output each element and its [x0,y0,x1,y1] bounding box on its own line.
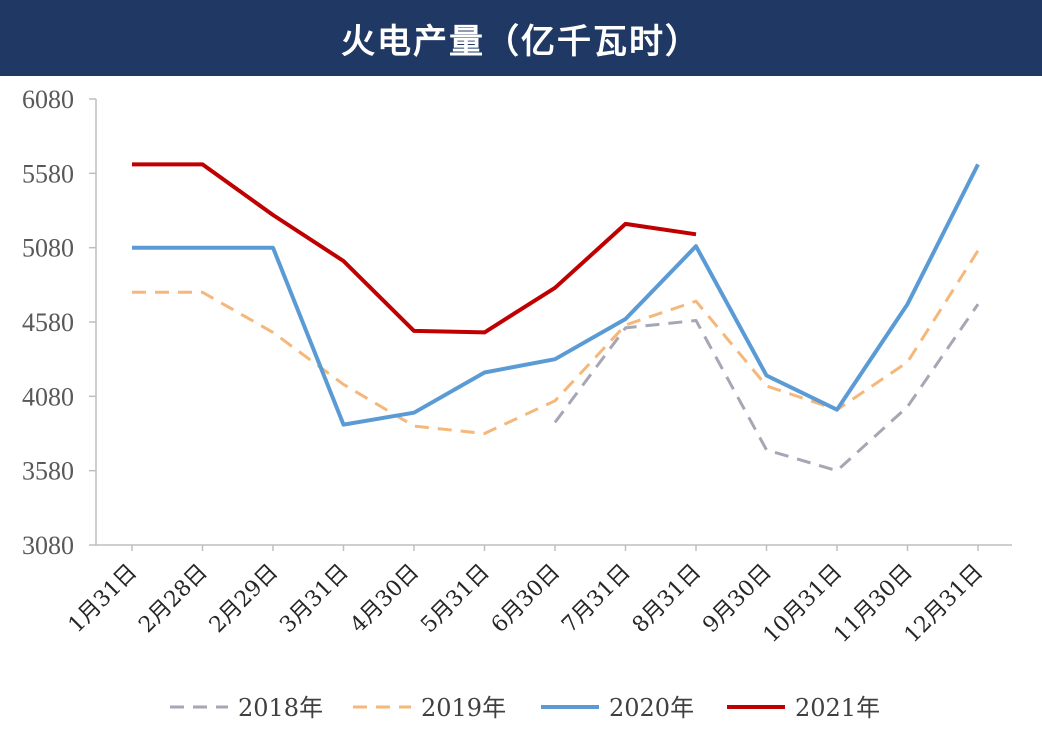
x-tick-label: 2月29日 [205,560,283,638]
legend-label-2: 2019年 [421,694,506,722]
y-tick-label: 4580 [22,308,74,337]
y-tick-label: 4080 [22,382,74,411]
x-tick-label: 2月28日 [134,560,212,638]
y-tick-label: 5080 [22,234,74,263]
x-tick-label: 3月31日 [275,560,353,638]
series-line-1 [553,303,980,473]
series-line-4 [132,162,697,335]
y-tick-label: 3080 [22,531,74,560]
chart-title-bar: 火电产量（亿千瓦时） [0,0,1042,76]
chart-title: 火电产量（亿千瓦时） [341,21,701,62]
series-line-3 [132,163,980,427]
y-tick-label: 5580 [22,159,74,188]
x-tick-label: 4月30日 [346,560,424,638]
series-lines [132,162,980,473]
x-tick-label: 7月31日 [557,560,635,638]
x-tick-labels: 1月31日2月28日2月29日3月31日4月30日5月31日6月30日7月31日… [64,545,988,648]
x-tick-label: 1月31日 [64,560,142,638]
y-tick-label: 6080 [22,85,74,114]
series-line-2 [132,249,980,435]
x-tick-label: 6月30日 [487,560,565,638]
y-tick-labels: 3080 3580 4080 4580 5080 5580 6080 [22,85,96,560]
legend: 2018年 2019年 2020年 2021年 [170,694,880,722]
axes [95,99,1012,546]
legend-label-1: 2018年 [238,694,323,722]
y-tick-label: 3580 [22,457,74,486]
legend-label-4: 2021年 [795,694,880,722]
legend-label-3: 2020年 [609,694,694,722]
x-tick-label: 5月31日 [416,560,494,638]
x-tick-label: 8月31日 [628,560,706,638]
